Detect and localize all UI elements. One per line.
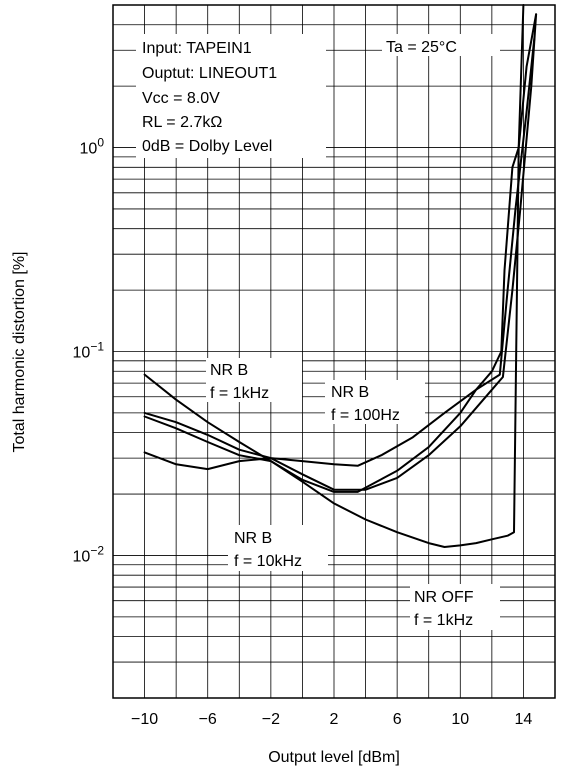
x-tick-labels: −10 −6 −2 2 6 10 14	[131, 711, 532, 728]
series-line-4	[143, 4, 525, 548]
series-label-line2: f = 1kHz	[210, 385, 269, 402]
series-label-line2: f = 100Hz	[331, 407, 400, 424]
series-line-2	[143, 35, 536, 467]
series-label-nroff-1khz: NR OFF f = 1kHz	[410, 584, 500, 630]
condition-rl: RL = 2.7kΩ	[142, 114, 222, 131]
series-label-line1: NR B	[210, 362, 248, 379]
condition-output: Ouptut: LINEOUT1	[142, 65, 277, 82]
series-line-1	[143, 13, 538, 493]
y-tick-label: 10−1	[73, 340, 105, 362]
condition-box: Input: TAPEIN1 Ouptut: LINEOUT1 Vcc = 8.…	[136, 34, 326, 158]
series-label-nrb-100hz: NR B f = 100Hz	[325, 380, 425, 424]
series-label-line1: NR B	[234, 530, 272, 547]
condition-vcc: Vcc = 8.0V	[142, 90, 220, 107]
temperature-box: Ta = 25°C	[382, 34, 500, 56]
series-label-nrb-1khz: NR B f = 1kHz	[206, 358, 302, 402]
x-axis-title: Output level [dBm]	[268, 749, 400, 766]
x-tick-label: 10	[451, 711, 469, 728]
series-line-3	[143, 13, 538, 491]
condition-dolby: 0dB = Dolby Level	[142, 138, 272, 155]
y-axis-title: Total harmonic distortion [%]	[11, 252, 28, 453]
condition-input: Input: TAPEIN1	[142, 40, 252, 57]
series-label-line2: f = 1kHz	[414, 612, 473, 629]
x-tick-label: 14	[515, 711, 533, 728]
y-tick-label: 10−2	[73, 543, 105, 565]
series-label-line1: NR OFF	[414, 589, 474, 606]
x-tick-label: −10	[131, 711, 158, 728]
plot-frame	[112, 4, 556, 699]
x-tick-label: −2	[262, 711, 280, 728]
x-tick-label: 6	[393, 711, 402, 728]
y-tick-labels: 100 10−1 10−2	[73, 136, 105, 566]
series-label-nrb-10khz: NR B f = 10kHz	[228, 525, 328, 571]
series-label-line1: NR B	[331, 384, 369, 401]
x-tick-label: 2	[330, 711, 339, 728]
temperature-note: Ta = 25°C	[386, 39, 457, 56]
x-tick-label: −6	[199, 711, 217, 728]
curves	[143, 4, 538, 548]
series-label-line2: f = 10kHz	[234, 553, 302, 570]
y-tick-label: 100	[80, 136, 105, 158]
